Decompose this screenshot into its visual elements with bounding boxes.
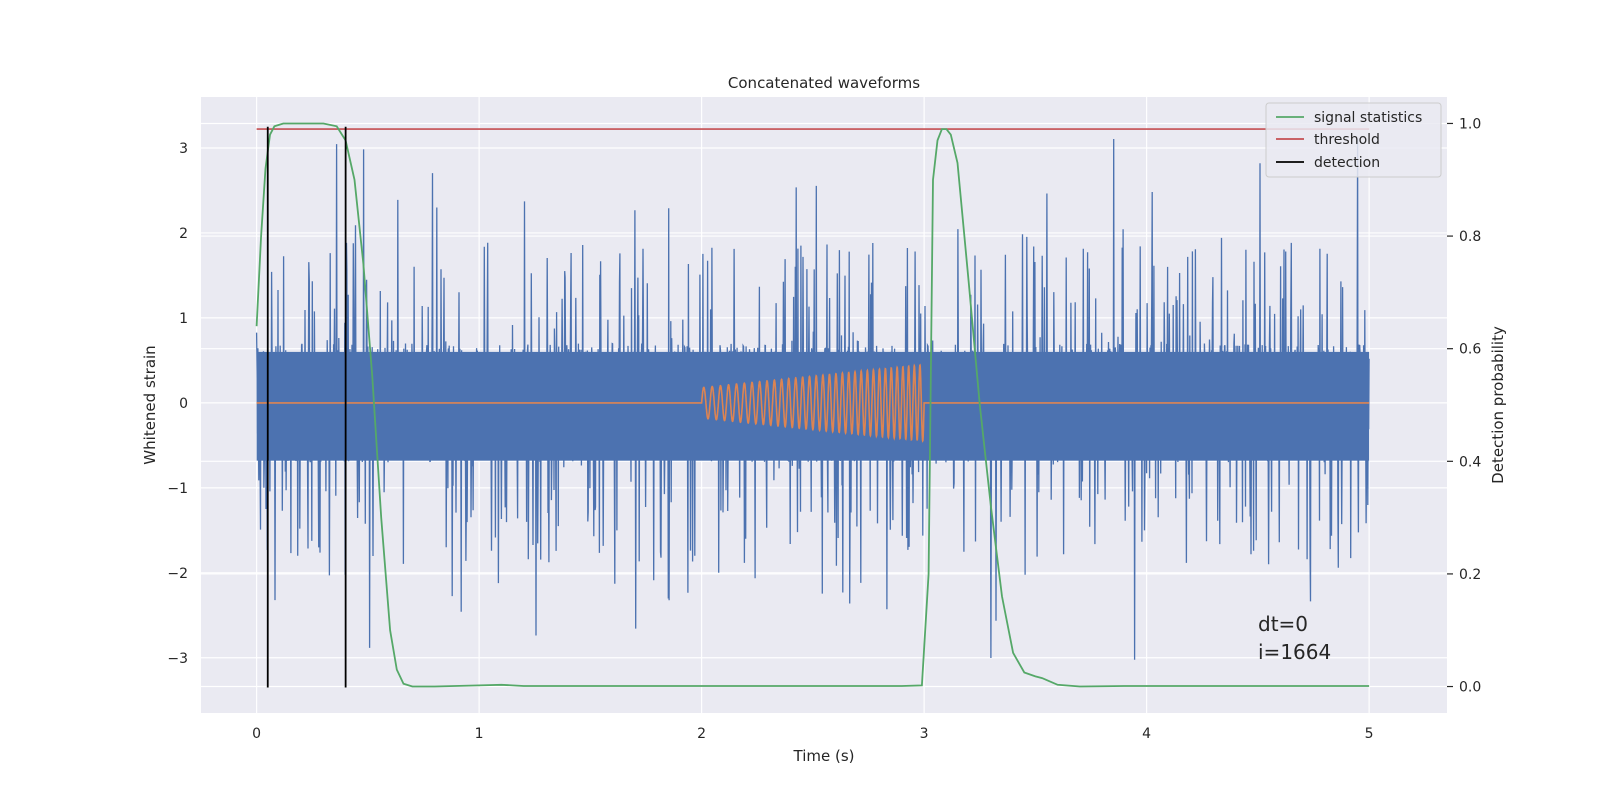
y2-tick-label: 0.0 — [1459, 680, 1481, 696]
annotation-dt: dt=0 — [1258, 612, 1308, 636]
y-tick-label: 0 — [179, 396, 188, 412]
x-tick-label: 0 — [252, 726, 261, 742]
y-gridlines — [201, 147, 1447, 659]
y2-axis-label: Detection probability — [1489, 326, 1507, 484]
noise-strain-series — [255, 138, 1370, 660]
legend-box — [1265, 102, 1442, 178]
noise-dense-band — [256, 351, 1370, 461]
legend-label-threshold: threshold — [1314, 132, 1380, 148]
y2-tick-label: 1.0 — [1459, 116, 1481, 132]
legend-label-signal-statistics: signal statistics — [1314, 110, 1422, 126]
y2-tick-label: 0.4 — [1459, 454, 1481, 470]
y2-tick-label: 0.2 — [1459, 567, 1481, 583]
injected-waveform-series — [256, 363, 1370, 443]
legend: signal statistics threshold detection — [1265, 102, 1442, 178]
y-tick-label: 2 — [179, 226, 188, 242]
x-tick-label: 5 — [1365, 726, 1374, 742]
y-tick-label: −1 — [167, 481, 188, 497]
y-tick-label: 1 — [179, 311, 188, 327]
x-axis-label: Time (s) — [793, 747, 855, 765]
annotation-index: i=1664 — [1258, 640, 1331, 664]
chart-title: Concatenated waveforms — [728, 74, 920, 92]
y2-tick-label: 0.6 — [1459, 342, 1481, 358]
legend-label-detection: detection — [1314, 155, 1380, 171]
y-tick-label: −2 — [167, 566, 188, 582]
y-tick-label: −3 — [167, 651, 188, 667]
x-axis-ticks: 0 1 2 3 4 5 — [252, 726, 1373, 742]
x-tick-label: 4 — [1142, 726, 1151, 742]
x-tick-label: 2 — [697, 726, 706, 742]
y2-axis-ticks: 1.0 0.8 0.6 0.4 0.2 0.0 — [1447, 116, 1481, 696]
y-axis-label: Whitened strain — [141, 345, 159, 464]
x-tick-label: 3 — [920, 726, 929, 742]
signal-statistics-series — [255, 122, 1370, 688]
x-tick-label: 1 — [475, 726, 484, 742]
y-axis-ticks: 3 2 1 0 −1 −2 −3 — [167, 141, 188, 667]
y2-tick-label: 0.8 — [1459, 229, 1481, 245]
y-tick-label: 3 — [179, 141, 188, 157]
detection-series — [266, 126, 347, 688]
